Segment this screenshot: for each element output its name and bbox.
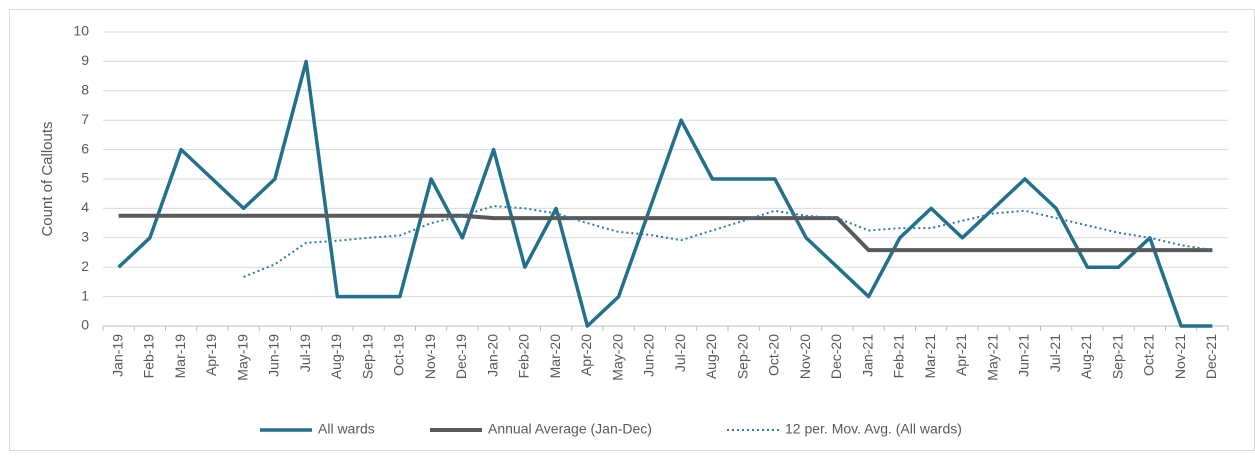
x-tick-label: Dec-19 (453, 334, 469, 379)
y-tick-label: 5 (81, 170, 89, 186)
x-tick-label: Sep-21 (1109, 334, 1125, 379)
x-tick-label: Feb-19 (141, 334, 157, 379)
x-tick-label: Dec-21 (1203, 334, 1219, 379)
x-tick-label: Sep-20 (734, 334, 750, 379)
x-tick-label: Nov-20 (797, 334, 813, 379)
x-tick-label: Oct-19 (391, 334, 407, 376)
y-axis-title: Count of Callouts (39, 121, 56, 236)
series-line (243, 205, 1213, 278)
x-tick-label: Jun-19 (266, 334, 282, 377)
y-tick-label: 3 (81, 229, 89, 245)
y-tick-label: 4 (81, 199, 89, 215)
legend-label: 12 per. Mov. Avg. (All wards) (785, 421, 962, 437)
x-tick-label: Jun-20 (641, 334, 657, 377)
x-tick-label: Jun-21 (1016, 334, 1032, 377)
x-tick-label: Jul-21 (1047, 334, 1063, 372)
x-tick-label: Jan-20 (484, 334, 500, 377)
y-tick-label: 6 (81, 140, 89, 156)
x-tick-label: Mar-20 (547, 334, 563, 379)
y-tick-label: 9 (81, 52, 89, 68)
x-tick-label: Nov-21 (1172, 334, 1188, 379)
x-tick-label: Apr-19 (203, 334, 219, 376)
x-tick-label: Apr-21 (953, 334, 969, 376)
x-tick-label: Jul-19 (297, 334, 313, 372)
y-tick-label: 0 (81, 317, 89, 333)
x-tick-label: Nov-19 (422, 334, 438, 379)
x-tick-label: Oct-21 (1141, 334, 1157, 376)
x-tick-label: Sep-19 (359, 334, 375, 379)
x-tick-label: Feb-21 (891, 334, 907, 379)
x-tick-label: Jan-21 (859, 334, 875, 377)
x-tick-label: May-20 (609, 334, 625, 381)
legend-label: Annual Average (Jan-Dec) (488, 421, 652, 437)
x-tick-label: Oct-20 (766, 334, 782, 376)
x-tick-label: Jan-19 (109, 334, 125, 377)
y-tick-label: 7 (81, 111, 89, 127)
x-tick-label: May-19 (234, 334, 250, 381)
y-tick-label: 1 (81, 287, 89, 303)
x-tick-label: May-21 (984, 334, 1000, 381)
legend-label: All wards (318, 421, 375, 437)
x-tick-label: Mar-19 (172, 334, 188, 379)
y-tick-label: 8 (81, 82, 89, 98)
series-line (117, 59, 1213, 328)
x-tick-label: Jul-20 (672, 334, 688, 372)
y-tick-label: 2 (81, 258, 89, 274)
x-tick-label: Aug-21 (1078, 334, 1094, 379)
y-tick-label: 10 (73, 23, 89, 39)
x-tick-label: Apr-20 (578, 334, 594, 376)
x-tick-label: Dec-20 (828, 334, 844, 379)
x-tick-label: Aug-20 (703, 334, 719, 379)
x-tick-label: Mar-21 (922, 334, 938, 379)
x-tick-label: Aug-19 (328, 334, 344, 379)
series-line (118, 213, 1213, 253)
x-tick-label: Feb-20 (516, 334, 532, 379)
